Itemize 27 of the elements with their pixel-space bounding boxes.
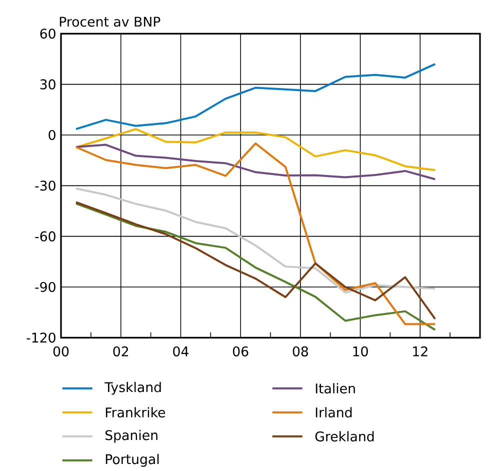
x-tick-label: 10	[353, 346, 368, 356]
y-tick-label: 30	[40, 79, 56, 90]
y-tick-label: -30	[35, 180, 56, 191]
legend-label: Irland	[316, 407, 352, 418]
y-tick-label: -90	[35, 282, 56, 292]
x-tick-label: 04	[173, 346, 188, 356]
x-tick-label: 00	[53, 346, 69, 356]
legend-label: Italien	[316, 383, 355, 394]
line-series	[74, 128, 436, 172]
y-tick-label: 0	[48, 130, 56, 140]
legend-label: Spanien	[105, 430, 158, 443]
x-tick-label: 06	[232, 346, 248, 356]
line-series	[74, 63, 436, 130]
line-series	[74, 188, 436, 294]
x-tick-label: 12	[413, 346, 428, 356]
y-axis-title: Procent av BNP	[60, 16, 160, 27]
legend-label: Grekland	[315, 431, 374, 442]
line-series	[74, 142, 436, 326]
legend-label: Frankrike	[106, 407, 166, 418]
line-series	[74, 144, 436, 180]
legend-label: Portugal	[106, 454, 159, 467]
y-tick-label: -120	[26, 332, 56, 343]
y-tick-label: 60	[40, 28, 56, 39]
x-tick-label: 08	[292, 346, 308, 356]
y-tick-label: -60	[35, 231, 56, 242]
x-tick-label: 02	[113, 346, 128, 356]
legend-label: Tyskland	[104, 382, 161, 395]
